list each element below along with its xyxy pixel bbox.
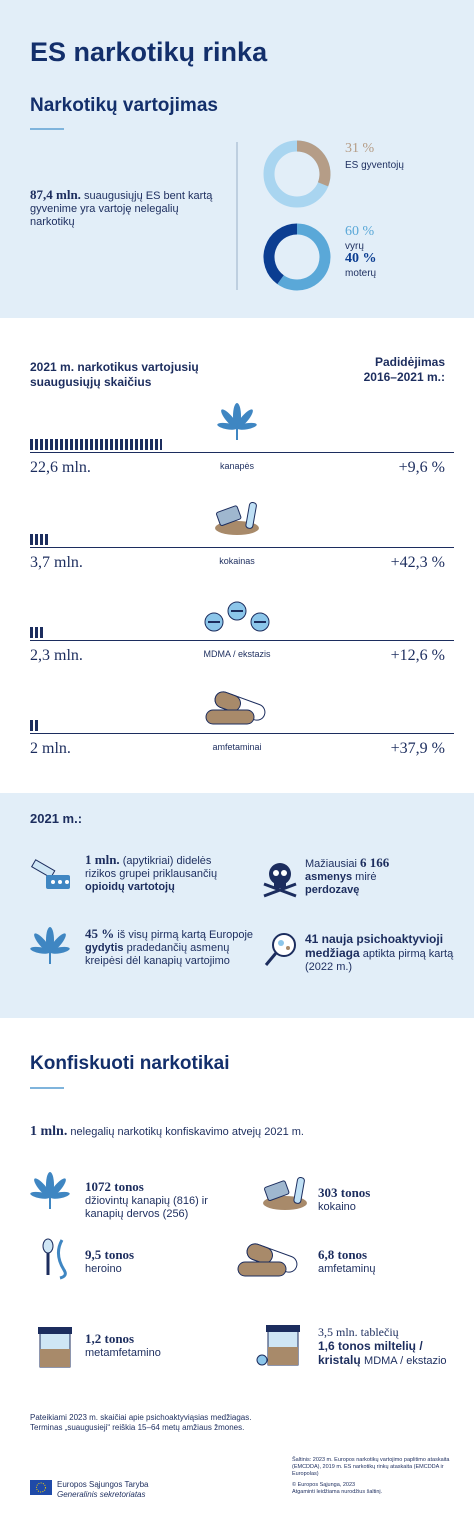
seizure-emph: kristalų	[318, 1353, 361, 1367]
fact: 45 % iš visų pirmą kartą Europoje gydyti…	[85, 927, 265, 968]
fact-number: 1 mln.	[85, 852, 120, 867]
row-line	[30, 733, 454, 734]
fact-number: 6 166	[360, 855, 390, 870]
title: ES narkotikų rinka	[30, 37, 268, 67]
logo-text: Europos Sąjungos Taryba Generalinis sekre…	[57, 1480, 148, 1500]
row-line	[30, 547, 454, 548]
reproduction: Atgaminti leidžiama nurodžius šaltinį.	[292, 1489, 383, 1495]
share-label: 31 %	[345, 141, 375, 156]
row-change: +12,6 %	[390, 647, 445, 664]
facts-title: 2021 m.:	[30, 811, 83, 826]
people-icons	[30, 439, 162, 450]
seizure-amount: 1072 tonos	[85, 1179, 144, 1194]
fact-number: 45 %	[85, 926, 115, 941]
logo-line: Europos Sąjungos Taryba	[57, 1480, 149, 1489]
copyright: © Europos Sąjunga, 2023	[292, 1482, 356, 1488]
fact-emph: gydytis	[85, 942, 124, 954]
seizure-text: metamfetamino	[85, 1347, 161, 1359]
row-change: +37,9 %	[390, 740, 445, 757]
row-amount: 22,6 mln.	[30, 459, 91, 476]
row-change: +42,3 %	[390, 554, 445, 571]
women-caption: moterų	[345, 268, 377, 279]
seizure: 303 tonos kokaino	[318, 1186, 448, 1214]
seizure-amount: 3,5 mln. tablečių	[318, 1325, 399, 1339]
fact-text: pradedančių asmenų kreipėsi dėl kanapių …	[85, 942, 230, 967]
seizure: 6,8 tonos amfetaminų	[318, 1248, 448, 1276]
section-title: Narkotikų vartojimas	[30, 95, 218, 116]
row-change: +9,6 %	[398, 459, 445, 476]
share-caption: ES gyventojų	[345, 160, 404, 171]
row-drug: amfetaminai	[212, 742, 262, 752]
people-icons	[30, 627, 43, 638]
stat: 87,4 mln. suaugusiųjų ES bent kartą gyve…	[30, 188, 220, 229]
users-title: 2021 m. narkotikus vartojusių suaugusiųj…	[30, 360, 199, 389]
intro-text: nelegalių narkotikų konfiskavimo atvejų …	[70, 1126, 304, 1138]
seizure-amount: 1,6 tonos miltelių /	[318, 1339, 423, 1353]
fact-text: (apytikriai) didelės rizikos grupei prik…	[85, 855, 218, 880]
women-label: 40 %	[345, 251, 377, 266]
seizure-text: džiovintų kanapių (816) ir kanapių dervo…	[85, 1195, 208, 1220]
donut-segment	[263, 223, 298, 285]
seizure-text: amfetaminų	[318, 1263, 376, 1275]
row-line	[30, 452, 454, 453]
fact-emph: perdozavę	[305, 884, 360, 896]
intro-number: 1 mln.	[30, 1124, 68, 1139]
people-icons	[30, 720, 40, 731]
stat-number: 87,4 mln.	[30, 187, 81, 202]
row-drug: MDMA / ekstazis	[203, 649, 271, 659]
section-title: Konfiskuoti narkotikai	[30, 1053, 230, 1074]
seizure: 9,5 tonos heroino	[85, 1248, 235, 1276]
stat-text: suaugusiųjų ES bent kartą gyvenime yra v…	[30, 190, 213, 228]
donut-segment	[296, 140, 331, 187]
note: Terminas „suaugusieji“ reiškia 15–64 met…	[30, 1423, 245, 1432]
intro: 1 mln. nelegalių narkotikų konfiskavimo …	[30, 1125, 304, 1139]
seizure-text: heroino	[85, 1263, 122, 1275]
donut-segment	[277, 223, 331, 291]
row-amount: 2 mln.	[30, 740, 71, 757]
seizure-amount: 6,8 tonos	[318, 1247, 368, 1262]
seizure-amount: 1,2 tonos	[85, 1331, 135, 1346]
seizure: 1072 tonos džiovintų kanapių (816) ir kan…	[85, 1180, 235, 1221]
people-icons	[30, 534, 48, 545]
fact: Mažiausiai 6 166 asmenys mirė perdozavę	[305, 856, 425, 897]
logo-line: Generalinis sekretoriatas	[57, 1490, 146, 1499]
row-drug: kanapės	[219, 461, 255, 471]
fact-emph: asmenys	[305, 871, 353, 883]
men-label: 60 %	[345, 224, 375, 239]
fact: 41 nauja psichoaktyvioji medžiaga aptikt…	[305, 933, 455, 974]
fact-text: mirė	[355, 871, 377, 883]
fact-emph: 41 nauja psichoaktyvioji medžiaga	[305, 932, 444, 960]
fact-emph: opioidų vartotojų	[85, 881, 175, 893]
rule	[30, 128, 64, 130]
change-title: Padidėjimas 2016–2021 m.:	[363, 355, 445, 384]
row-amount: 2,3 mln.	[30, 647, 83, 664]
section-bg	[0, 793, 474, 1018]
row-line	[30, 640, 454, 641]
seizure-text: MDMA / ekstazio	[364, 1355, 447, 1367]
fact-text: iš visų pirmą kartą Europoje	[117, 929, 254, 941]
notes: Pateikiami 2023 m. skaičiai apie psichoa…	[30, 1413, 330, 1433]
seizure: 3,5 mln. tablečių 1,6 tonos miltelių / kri…	[318, 1325, 468, 1368]
seizure-text: kokaino	[318, 1201, 356, 1213]
row-amount: 3,7 mln.	[30, 554, 83, 571]
note: Pateikiami 2023 m. skaičiai apie psichoa…	[30, 1413, 252, 1422]
seizure-amount: 9,5 tonos	[85, 1247, 135, 1262]
fact: 1 mln. (apytikriai) didelės rizikos grup…	[85, 853, 245, 894]
seizure: 1,2 tonos metamfetamino	[85, 1332, 235, 1360]
source: Šaltinis: 2023 m. Europos narkotikų vart…	[292, 1457, 450, 1477]
seizure-amount: 303 tonos	[318, 1185, 371, 1200]
sources: Šaltinis: 2023 m. Europos narkotikų vart…	[292, 1457, 452, 1496]
row-drug: kokainas	[219, 556, 255, 566]
men-caption: vyrų	[345, 241, 364, 252]
fact-text: Mažiausiai	[305, 858, 357, 870]
fact-text: aptikta pirmą kartą (2022 m.)	[305, 948, 454, 973]
